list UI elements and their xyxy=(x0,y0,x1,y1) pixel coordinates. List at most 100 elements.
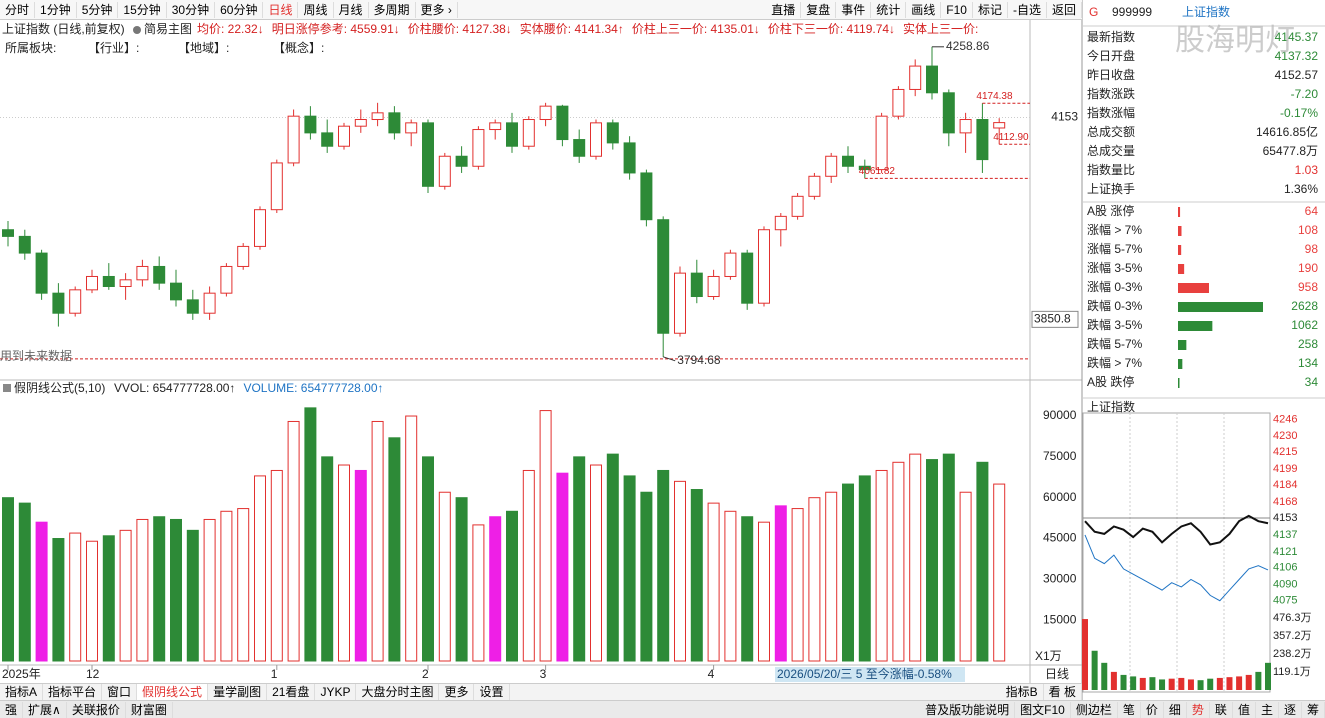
breadth-bar xyxy=(1178,359,1183,369)
status-item[interactable]: 主 xyxy=(1256,701,1279,718)
stat-value: 65477.8万 xyxy=(1263,144,1318,158)
breadth-value: 98 xyxy=(1305,242,1319,256)
candle-body xyxy=(455,155,468,167)
status-item[interactable]: 势 xyxy=(1187,701,1210,718)
volume-bar xyxy=(52,538,65,662)
candle-body xyxy=(354,119,367,127)
status-item[interactable]: 图文F10 xyxy=(1015,701,1071,718)
breadth-value: 190 xyxy=(1298,261,1318,275)
tool-button[interactable]: F10 xyxy=(941,1,973,18)
status-item[interactable]: 联 xyxy=(1210,701,1233,718)
volume-bar xyxy=(657,469,670,662)
status-item[interactable]: 细 xyxy=(1164,701,1187,718)
mini-volume-bar xyxy=(1091,650,1098,690)
volume-bar xyxy=(942,453,955,662)
tool-button[interactable]: 统计 xyxy=(871,1,907,18)
breadth-value: 2628 xyxy=(1291,299,1318,313)
indicator-tab[interactable]: 更多 xyxy=(439,684,475,700)
chart-subtitle: 简易主图 xyxy=(144,22,192,36)
status-item[interactable]: 笔 xyxy=(1118,701,1141,718)
tool-button[interactable]: 复盘 xyxy=(801,1,837,18)
period-tab[interactable]: 周线 xyxy=(298,1,334,18)
candle-body xyxy=(758,229,770,304)
volume-bar xyxy=(674,480,686,662)
stat-label: 最新指数 xyxy=(1087,29,1135,44)
tool-button[interactable]: 事件 xyxy=(836,1,872,18)
breadth-label: 涨幅 5-7% xyxy=(1087,241,1143,256)
status-item[interactable]: 强 xyxy=(0,701,24,718)
extreme-label: 3794.68 xyxy=(677,353,721,367)
x-tick-label: 12 xyxy=(86,667,100,681)
period-label: 日线 xyxy=(1045,667,1069,681)
volume-bar xyxy=(237,508,250,662)
period-tab[interactable]: 5分钟 xyxy=(77,1,119,18)
period-tab[interactable]: 15分钟 xyxy=(118,1,167,18)
candle-body xyxy=(842,155,854,167)
indicator-tab[interactable]: JYKP xyxy=(315,684,357,700)
status-item[interactable]: 普及版功能说明 xyxy=(920,701,1016,718)
status-item[interactable]: 财富圈 xyxy=(126,701,173,718)
mini-line xyxy=(1084,514,1269,546)
tool-button[interactable]: -自选 xyxy=(1008,1,1047,18)
indicator-tab[interactable]: 指标A xyxy=(0,684,44,700)
volume-bar xyxy=(825,491,838,662)
volume-bar xyxy=(858,475,871,662)
candle-body xyxy=(170,282,182,301)
volume-bar xyxy=(791,508,804,662)
y-tick-label: 75000 xyxy=(1043,449,1077,463)
indicator-tab[interactable]: 窗口 xyxy=(102,684,138,700)
volume-bar xyxy=(724,510,737,662)
tool-button[interactable]: 标记 xyxy=(973,1,1008,18)
mini-volume-bar xyxy=(1265,662,1271,690)
indicator-tab[interactable]: 看 板 xyxy=(1044,684,1082,700)
period-tab[interactable]: 日线 xyxy=(263,1,299,18)
candle-body xyxy=(422,122,434,187)
status-item[interactable]: 逐 xyxy=(1279,701,1302,718)
status-item[interactable]: 筹 xyxy=(1302,701,1325,718)
indicator-tab[interactable]: 量学副图 xyxy=(208,684,268,700)
indicator-tab[interactable]: 假阴线公式 xyxy=(137,684,209,700)
status-item[interactable]: 关联报价 xyxy=(67,701,126,718)
period-tab[interactable]: 更多 › xyxy=(416,1,458,18)
status-item[interactable]: 扩展∧ xyxy=(23,701,67,718)
period-tab[interactable]: 分时 xyxy=(0,1,36,18)
indicator-tab[interactable]: 设置 xyxy=(474,684,510,700)
indicator-tab[interactable]: 指标B xyxy=(1001,684,1044,700)
tool-button[interactable]: 返回 xyxy=(1047,1,1082,18)
status-item[interactable]: 价 xyxy=(1141,701,1164,718)
tool-button[interactable]: 直播 xyxy=(766,1,802,18)
indicator: 价柱下三一价: 4119.74↓ xyxy=(768,21,895,36)
candle-body xyxy=(438,155,451,187)
volume-bar xyxy=(690,489,703,662)
status-item[interactable]: 侧边栏 xyxy=(1071,701,1118,718)
volume-bar xyxy=(422,456,434,662)
volume-bar xyxy=(472,524,485,662)
stat-label: 今日开盘 xyxy=(1087,48,1135,63)
period-tab[interactable]: 60分钟 xyxy=(215,1,264,18)
volume-bar xyxy=(2,497,14,662)
period-tab[interactable]: 30分钟 xyxy=(167,1,216,18)
volume-bar xyxy=(354,469,367,662)
breadth-bar xyxy=(1178,283,1209,293)
volume-bar xyxy=(287,420,300,662)
period-tab[interactable]: 月线 xyxy=(334,1,369,18)
indicator-tab[interactable]: 21看盘 xyxy=(267,684,316,700)
stat-value: 4152.57 xyxy=(1275,68,1319,82)
code-prefix: G xyxy=(1089,5,1098,19)
period-tab[interactable]: 多周期 xyxy=(369,1,416,18)
mini-volume-bar xyxy=(1110,671,1117,690)
period-tab[interactable]: 1分钟 xyxy=(35,1,77,18)
level-label: 4174.38 xyxy=(976,91,1013,102)
volume-bar xyxy=(170,518,182,662)
volume-bar xyxy=(774,505,787,662)
mini-y-label: 4168 xyxy=(1273,496,1297,508)
mini-volume-bar xyxy=(1130,676,1137,690)
volume-bar xyxy=(186,529,199,662)
indicator-tab[interactable]: 指标平台 xyxy=(43,684,103,700)
status-item[interactable]: 值 xyxy=(1233,701,1256,718)
indicator-tab[interactable]: 大盘分时主图 xyxy=(356,684,440,700)
stat-value: 1.36% xyxy=(1284,182,1318,196)
candle-body xyxy=(405,122,418,134)
tool-button[interactable]: 画线 xyxy=(906,1,942,18)
toolbar: 分时 1分钟 5分钟 15分钟 30分钟 60分钟 日线 周线 月线 多周期 更多 › 直播 复盘 事件统… xyxy=(0,0,1082,20)
